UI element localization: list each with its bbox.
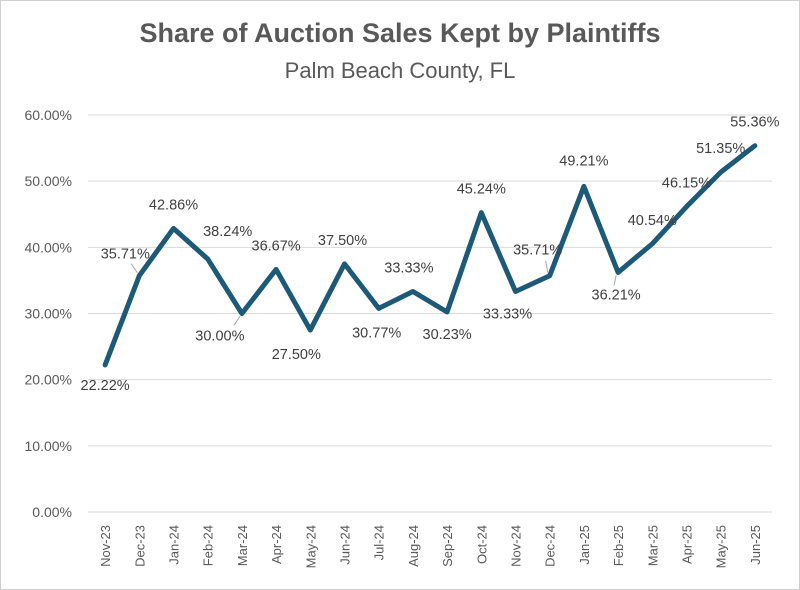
x-tick-label: Aug-24: [406, 525, 421, 567]
x-tick-label: May-25: [714, 525, 729, 568]
data-label: 30.77%: [352, 325, 401, 341]
y-tick-label: 30.00%: [25, 306, 72, 322]
chart-subtitle: Palm Beach County, FL: [284, 58, 516, 83]
data-label: 33.33%: [384, 260, 433, 276]
data-label: 45.24%: [457, 182, 506, 198]
x-tick-label: Mar-25: [645, 525, 660, 566]
y-tick-label: 20.00%: [25, 372, 72, 388]
y-tick-label: 60.00%: [25, 107, 72, 123]
x-tick-label: Jun-24: [338, 525, 353, 565]
leader-line: [130, 263, 138, 273]
x-tick-label: Dec-23: [132, 525, 147, 567]
series-line: [102, 143, 758, 368]
x-tick-label: Apr-25: [680, 525, 695, 564]
data-label: 46.15%: [662, 176, 711, 192]
data-label: 40.54%: [628, 213, 677, 229]
x-tick-label: Dec-24: [543, 525, 558, 567]
y-tick-label: 50.00%: [25, 173, 72, 189]
y-tick-label: 0.00%: [32, 504, 72, 520]
data-label: 35.71%: [101, 247, 150, 263]
data-label: 30.23%: [423, 327, 472, 343]
chart-title: Share of Auction Sales Kept by Plaintiff…: [139, 18, 661, 48]
data-label: 27.50%: [272, 347, 321, 363]
data-label: 38.24%: [203, 224, 252, 240]
leader-line: [545, 260, 549, 273]
data-label: 30.00%: [195, 329, 244, 345]
y-tick-label: 10.00%: [25, 438, 72, 454]
leader-line: [233, 316, 241, 326]
x-tick-label: Mar-24: [235, 525, 250, 566]
data-label: 33.33%: [483, 306, 532, 322]
x-tick-label: Nov-24: [509, 525, 524, 567]
data-label: 37.50%: [318, 233, 367, 249]
data-label: 22.22%: [81, 378, 130, 394]
data-label: 51.35%: [696, 141, 745, 157]
x-tick-label: Sep-24: [440, 525, 455, 567]
data-label: 49.21%: [559, 153, 608, 169]
x-tick-label: Feb-24: [201, 525, 216, 566]
data-label: 35.71%: [513, 243, 562, 259]
data-label: 42.86%: [149, 197, 198, 213]
x-tick-label: Apr-24: [269, 525, 284, 564]
x-tick-label: Oct-24: [474, 525, 489, 564]
data-label: 36.67%: [252, 238, 301, 254]
x-tick-label: Jun-25: [748, 525, 763, 565]
data-label: 55.36%: [730, 115, 779, 131]
x-tick-label: Feb-25: [611, 525, 626, 566]
x-tick-label: Jan-25: [577, 525, 592, 565]
y-tick-label: 40.00%: [25, 239, 72, 255]
leader-line: [613, 275, 617, 286]
data-label: 36.21%: [592, 287, 641, 303]
x-tick-label: Jul-24: [372, 525, 387, 560]
x-tick-label: May-24: [303, 525, 318, 568]
x-tick-label: Jan-24: [167, 525, 182, 565]
x-tick-label: Nov-23: [98, 525, 113, 567]
